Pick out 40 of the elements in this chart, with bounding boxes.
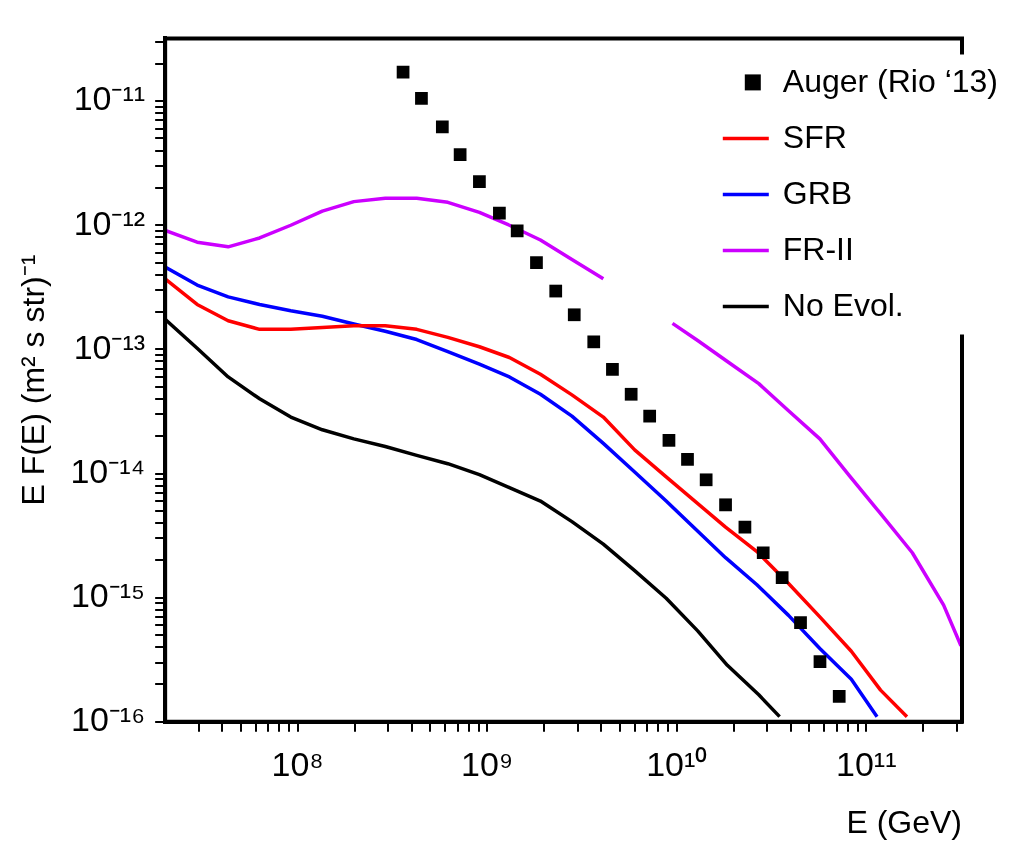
point <box>643 409 657 423</box>
point <box>567 308 581 322</box>
y-tick-label: 10⁻¹⁴ <box>70 451 146 490</box>
point <box>606 363 619 376</box>
x-tick-label: 10¹¹ <box>836 744 897 783</box>
x-tick-label: 10¹⁰ <box>646 744 708 783</box>
point <box>510 224 524 238</box>
point <box>415 92 428 105</box>
point <box>549 284 563 298</box>
y-tick-label: 10⁻¹³ <box>73 327 146 366</box>
point <box>453 148 467 162</box>
point <box>756 546 770 560</box>
y-axis-title: E F(E) (m² s str)⁻¹ <box>15 254 52 506</box>
legend-label: GRB <box>782 175 853 212</box>
point <box>662 433 676 447</box>
point <box>813 655 827 669</box>
point <box>530 256 543 269</box>
point <box>624 387 638 401</box>
point <box>699 473 713 487</box>
point <box>832 690 846 703</box>
legend-label: Auger (Rio ‘13) <box>782 63 998 100</box>
legend-label: SFR <box>782 119 847 156</box>
y-tick-label: 10⁻¹⁶ <box>71 700 146 739</box>
y-tick-label: 10⁻¹² <box>73 203 146 242</box>
y-tick-label: 10⁻¹⁵ <box>70 576 146 615</box>
y-tick-label: 10⁻¹¹ <box>73 79 146 118</box>
point <box>435 120 449 134</box>
point <box>794 616 807 629</box>
x-tick-label: 10⁸ <box>271 744 324 783</box>
legend-label: FR-II <box>782 231 854 268</box>
point <box>493 206 506 220</box>
legend-label: No Evol. <box>782 287 904 324</box>
point <box>587 335 601 349</box>
point <box>775 571 789 584</box>
x-axis-title: E (GeV) <box>846 803 962 840</box>
x-tick-label: 10⁹ <box>460 744 514 783</box>
point <box>719 498 732 512</box>
point <box>396 65 410 79</box>
point <box>681 453 694 466</box>
point <box>473 175 486 188</box>
